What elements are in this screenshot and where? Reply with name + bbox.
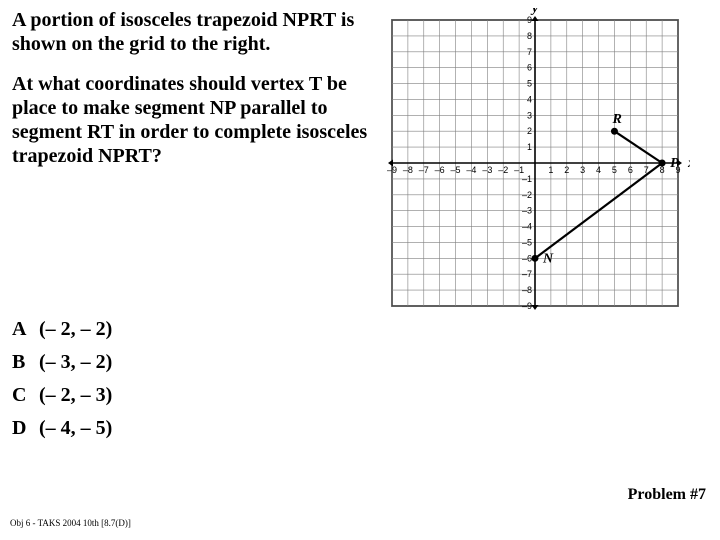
answer-choices: A (– 2, – 2) B (– 3, – 2) C (– 2, – 3) D… [12, 318, 708, 440]
svg-text:1: 1 [548, 165, 553, 175]
svg-text:–3: –3 [522, 206, 532, 216]
svg-text:–3: –3 [482, 165, 492, 175]
svg-text:4: 4 [527, 94, 532, 104]
choice-text: (– 2, – 2) [39, 318, 112, 340]
choice-a: A (– 2, – 2) [12, 318, 708, 341]
svg-text:x: x [687, 156, 690, 171]
svg-text:–9: –9 [387, 165, 397, 175]
svg-text:–9: –9 [522, 301, 532, 311]
svg-text:R: R [611, 112, 621, 127]
choice-c: C (– 2, – 3) [12, 384, 708, 407]
choice-text: (– 2, – 3) [39, 384, 112, 406]
svg-text:–8: –8 [403, 165, 413, 175]
prompt-text: At what coordinates should vertex T be p… [12, 72, 372, 168]
svg-text:6: 6 [628, 165, 633, 175]
svg-text:–5: –5 [451, 165, 461, 175]
choice-letter: C [12, 384, 34, 407]
choice-d: D (– 4, – 5) [12, 417, 708, 440]
svg-text:3: 3 [580, 165, 585, 175]
problem-number: Problem #7 [628, 486, 706, 504]
svg-text:6: 6 [527, 63, 532, 73]
svg-text:2: 2 [564, 165, 569, 175]
graph-column: –9–8–7–6–5–4–3–2–1123456789–9–8–7–6–5–4–… [380, 8, 708, 318]
choice-letter: D [12, 417, 34, 440]
source-reference: Obj 6 - TAKS 2004 10th [8.7(D)] [10, 518, 131, 528]
svg-text:–5: –5 [522, 237, 532, 247]
text-column: A portion of isosceles trapezoid NPRT is… [12, 8, 380, 186]
svg-text:–2: –2 [522, 190, 532, 200]
svg-text:9: 9 [527, 15, 532, 25]
svg-text:–7: –7 [419, 165, 429, 175]
choice-letter: B [12, 351, 34, 374]
svg-text:–6: –6 [435, 165, 445, 175]
svg-text:7: 7 [527, 47, 532, 57]
svg-text:1: 1 [527, 142, 532, 152]
svg-text:2: 2 [527, 126, 532, 136]
choice-letter: A [12, 318, 34, 341]
svg-text:–6: –6 [522, 253, 532, 263]
content-row: A portion of isosceles trapezoid NPRT is… [12, 8, 708, 318]
coordinate-grid: –9–8–7–6–5–4–3–2–1123456789–9–8–7–6–5–4–… [380, 8, 690, 318]
svg-text:4: 4 [596, 165, 601, 175]
choice-text: (– 3, – 2) [39, 351, 112, 373]
svg-text:–7: –7 [522, 269, 532, 279]
svg-text:8: 8 [527, 31, 532, 41]
svg-text:5: 5 [527, 79, 532, 89]
svg-text:–4: –4 [466, 165, 476, 175]
svg-text:N: N [542, 251, 554, 266]
svg-text:–8: –8 [522, 285, 532, 295]
svg-text:–1: –1 [522, 174, 532, 184]
svg-text:y: y [530, 8, 539, 16]
svg-text:–2: –2 [498, 165, 508, 175]
svg-text:P: P [670, 156, 679, 171]
choice-b: B (– 3, – 2) [12, 351, 708, 374]
svg-text:3: 3 [527, 110, 532, 120]
svg-text:5: 5 [612, 165, 617, 175]
choice-text: (– 4, – 5) [39, 417, 112, 439]
question-text: A portion of isosceles trapezoid NPRT is… [12, 8, 372, 56]
svg-text:–4: –4 [522, 222, 532, 232]
